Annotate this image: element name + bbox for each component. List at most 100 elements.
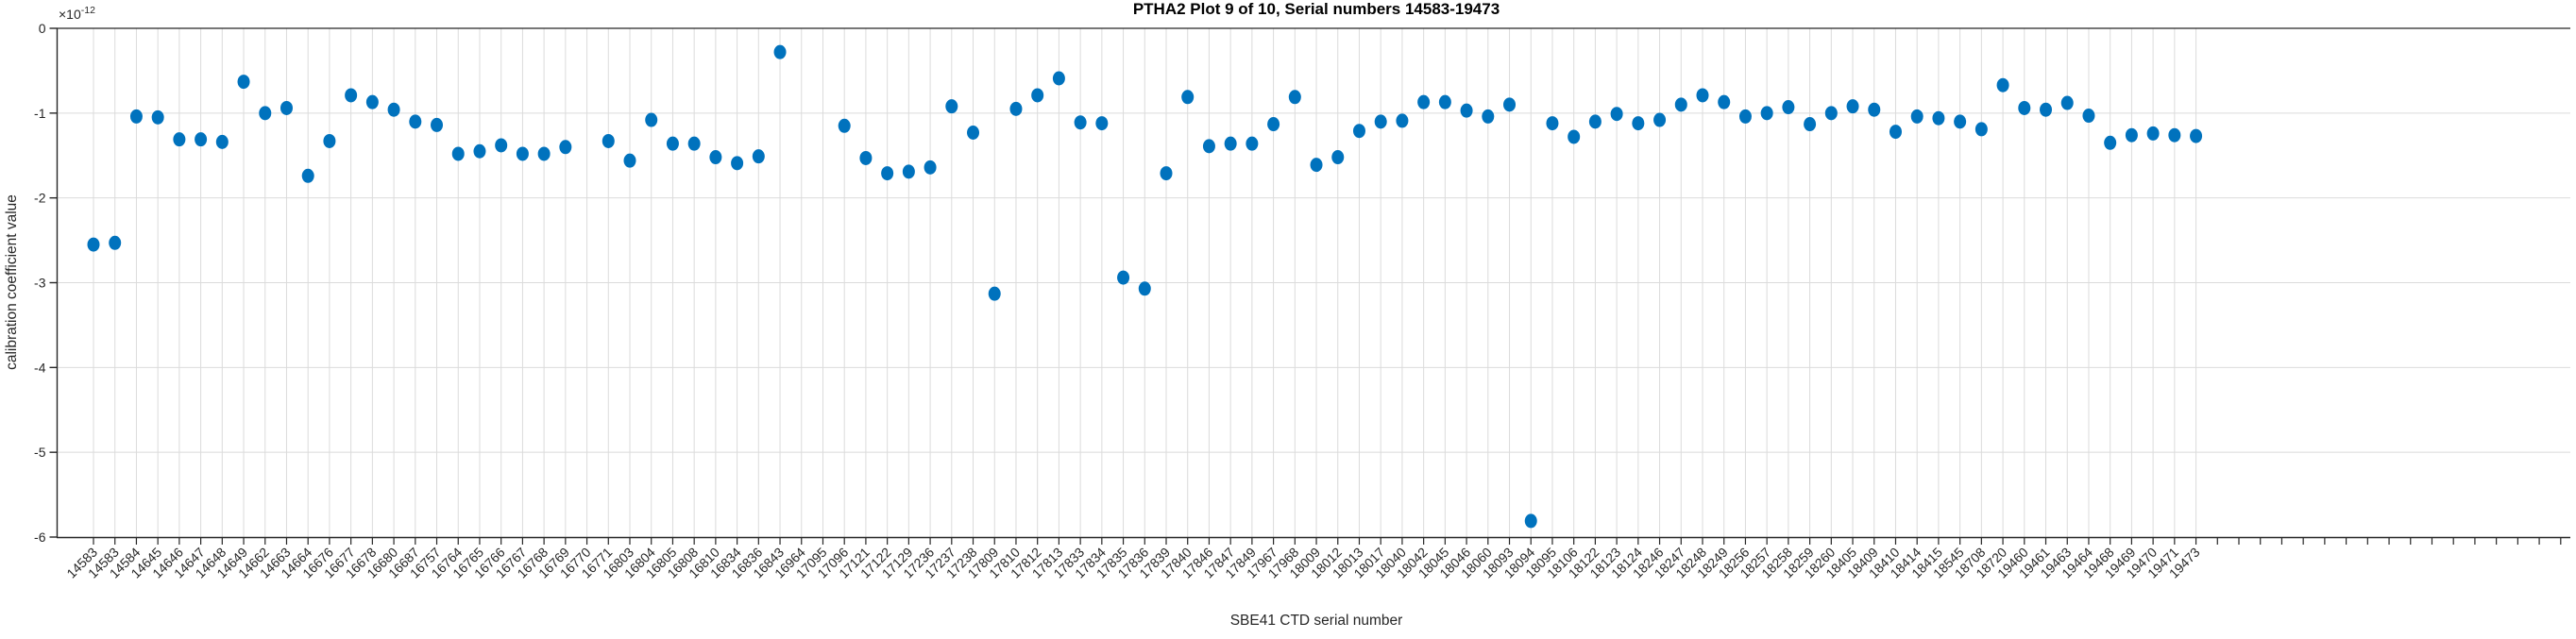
data-point[interactable] bbox=[988, 286, 1001, 301]
data-point[interactable] bbox=[2146, 126, 2160, 141]
data-point[interactable] bbox=[859, 150, 873, 165]
data-point[interactable] bbox=[2125, 127, 2138, 143]
data-point[interactable] bbox=[1760, 106, 1773, 121]
data-point[interactable] bbox=[495, 138, 508, 153]
data-point[interactable] bbox=[838, 118, 851, 133]
data-point[interactable] bbox=[1374, 114, 1387, 129]
data-point[interactable] bbox=[1138, 281, 1151, 296]
data-point[interactable] bbox=[559, 140, 572, 155]
data-point[interactable] bbox=[1224, 136, 1237, 151]
data-point[interactable] bbox=[1009, 101, 1023, 116]
data-point[interactable] bbox=[773, 44, 787, 59]
data-point[interactable] bbox=[1824, 106, 1838, 121]
data-point[interactable] bbox=[1074, 115, 1087, 130]
data-point[interactable] bbox=[752, 149, 765, 164]
data-point[interactable] bbox=[1052, 71, 1065, 86]
data-point[interactable] bbox=[2060, 95, 2074, 110]
data-point[interactable] bbox=[345, 88, 358, 103]
data-point[interactable] bbox=[1546, 116, 1559, 131]
data-point[interactable] bbox=[259, 106, 272, 121]
data-point[interactable] bbox=[2168, 127, 2181, 143]
data-point[interactable] bbox=[215, 134, 229, 149]
data-point[interactable] bbox=[1632, 116, 1645, 131]
data-point[interactable] bbox=[237, 75, 250, 90]
data-point[interactable] bbox=[1974, 122, 1988, 137]
data-point[interactable] bbox=[1524, 513, 1537, 529]
data-point[interactable] bbox=[1246, 136, 1259, 151]
y-tick-label: 0 bbox=[39, 21, 46, 36]
data-point[interactable] bbox=[1503, 97, 1517, 112]
data-point[interactable] bbox=[1202, 139, 1215, 154]
data-point[interactable] bbox=[280, 100, 293, 115]
data-point[interactable] bbox=[109, 235, 122, 250]
data-point[interactable] bbox=[409, 114, 422, 129]
data-point[interactable] bbox=[1588, 114, 1602, 129]
data-point[interactable] bbox=[1932, 110, 1945, 126]
data-point[interactable] bbox=[967, 125, 980, 140]
data-point[interactable] bbox=[1482, 109, 1495, 124]
data-point[interactable] bbox=[902, 164, 915, 179]
data-point[interactable] bbox=[1718, 94, 1731, 109]
data-point[interactable] bbox=[1117, 270, 1130, 285]
data-point[interactable] bbox=[945, 99, 958, 114]
data-point[interactable] bbox=[516, 146, 529, 161]
data-point[interactable] bbox=[1996, 77, 2009, 92]
data-point[interactable] bbox=[1868, 102, 1881, 117]
data-point[interactable] bbox=[473, 143, 486, 159]
data-point[interactable] bbox=[881, 166, 894, 181]
data-point[interactable] bbox=[451, 146, 465, 161]
gridlines bbox=[57, 28, 2570, 537]
data-point[interactable] bbox=[2018, 100, 2031, 115]
data-point[interactable] bbox=[129, 109, 143, 124]
data-point[interactable] bbox=[1568, 129, 1581, 144]
data-point[interactable] bbox=[1696, 88, 1709, 103]
data-point[interactable] bbox=[537, 146, 551, 161]
data-point[interactable] bbox=[1846, 99, 1859, 114]
data-point[interactable] bbox=[87, 237, 100, 252]
data-point[interactable] bbox=[173, 132, 186, 147]
data-point[interactable] bbox=[1610, 107, 1623, 122]
data-point[interactable] bbox=[1674, 97, 1687, 112]
data-point[interactable] bbox=[2104, 135, 2117, 150]
data-point[interactable] bbox=[1804, 117, 1817, 132]
data-point[interactable] bbox=[645, 112, 658, 127]
data-point[interactable] bbox=[924, 160, 937, 175]
data-point[interactable] bbox=[1095, 116, 1109, 131]
data-point[interactable] bbox=[1954, 114, 1967, 129]
data-point[interactable] bbox=[1181, 90, 1195, 105]
data-point[interactable] bbox=[151, 109, 164, 125]
data-point[interactable] bbox=[1031, 88, 1044, 103]
data-point[interactable] bbox=[1417, 94, 1431, 109]
data-point[interactable] bbox=[1889, 125, 1902, 140]
data-point[interactable] bbox=[431, 117, 444, 132]
data-point[interactable] bbox=[1910, 109, 1924, 124]
data-point[interactable] bbox=[1160, 166, 1173, 181]
data-point[interactable] bbox=[1782, 100, 1795, 115]
data-point[interactable] bbox=[602, 133, 615, 148]
data-point[interactable] bbox=[1352, 124, 1365, 139]
data-point[interactable] bbox=[2040, 102, 2053, 117]
data-point[interactable] bbox=[1396, 113, 1409, 128]
data-point[interactable] bbox=[709, 150, 722, 165]
data-points bbox=[87, 44, 2203, 529]
data-point[interactable] bbox=[1267, 117, 1280, 132]
data-point[interactable] bbox=[623, 153, 636, 168]
data-point[interactable] bbox=[387, 102, 400, 117]
data-point[interactable] bbox=[2082, 109, 2095, 124]
data-point[interactable] bbox=[1310, 158, 1323, 173]
data-point[interactable] bbox=[365, 94, 379, 109]
data-point[interactable] bbox=[301, 168, 314, 183]
data-point[interactable] bbox=[731, 156, 744, 171]
data-point[interactable] bbox=[195, 132, 208, 147]
data-point[interactable] bbox=[323, 133, 336, 148]
data-point[interactable] bbox=[1738, 109, 1752, 124]
data-point[interactable] bbox=[1288, 90, 1301, 105]
data-point[interactable] bbox=[666, 136, 679, 151]
data-point[interactable] bbox=[1653, 112, 1667, 127]
data-point[interactable] bbox=[1331, 150, 1345, 165]
data-point[interactable] bbox=[1438, 94, 1451, 109]
data-point[interactable] bbox=[1460, 103, 1473, 118]
data-point[interactable] bbox=[2190, 128, 2203, 143]
data-point[interactable] bbox=[687, 136, 701, 151]
